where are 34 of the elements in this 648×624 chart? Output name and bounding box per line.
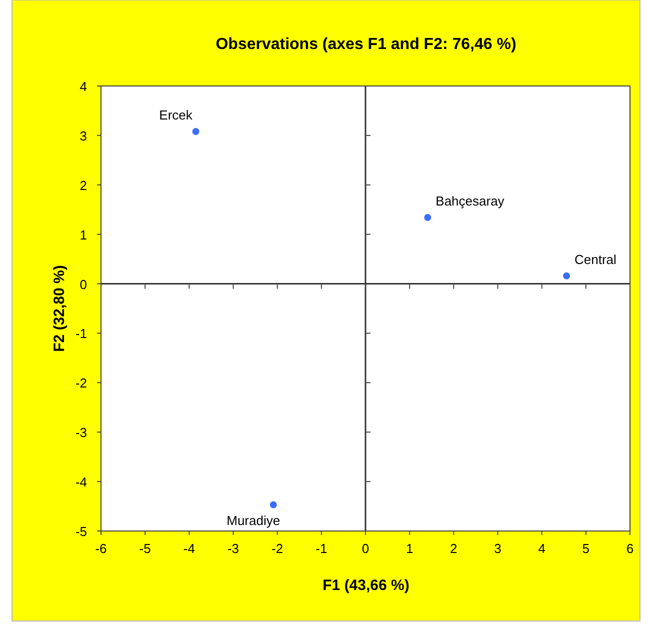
y-tick-label: 1	[80, 227, 87, 242]
x-tick-label: -4	[183, 541, 195, 556]
y-axis-title: F2 (32,80 %)	[51, 265, 68, 352]
x-tick-label: 3	[494, 541, 502, 556]
chart-title: Observations (axes F1 and F2: 76,46 %)	[216, 36, 516, 53]
y-tick-label: -4	[75, 474, 87, 490]
point	[563, 272, 570, 280]
x-tick-label: 1	[406, 541, 414, 556]
y-tick-label: -3	[75, 425, 87, 440]
x-tick-label: -3	[227, 541, 240, 556]
annotation: Bahçesaray	[436, 194, 505, 209]
x-tick-label: 4	[538, 541, 546, 556]
y-tick-label: -1	[75, 326, 87, 342]
point	[270, 501, 277, 508]
y-tick-label: 2	[80, 178, 87, 193]
x-tick-label: 0	[362, 541, 370, 556]
y-tick-label: -5	[75, 524, 87, 539]
x-tick-label: -6	[95, 541, 107, 556]
annotation: Muradiye	[226, 512, 280, 528]
annotation: Central	[574, 252, 617, 267]
x-tick-label: 2	[450, 541, 458, 556]
point	[192, 128, 200, 135]
x-tick-label: -1	[316, 541, 328, 556]
annotation: Ercek	[159, 107, 193, 122]
point	[424, 214, 432, 222]
y-tick-label: 3	[80, 128, 87, 144]
x-tick-label: -5	[139, 541, 151, 556]
x-axis-title: F1 (43,66 %)	[322, 577, 410, 594]
y-tick-label: 4	[80, 79, 87, 94]
x-tick-label: 6	[626, 541, 634, 556]
y-tick-label: 0	[80, 276, 87, 292]
x-tick-label: 5	[582, 541, 590, 556]
x-tick-label: -2	[272, 541, 284, 556]
y-tick-label: -2	[75, 376, 87, 391]
